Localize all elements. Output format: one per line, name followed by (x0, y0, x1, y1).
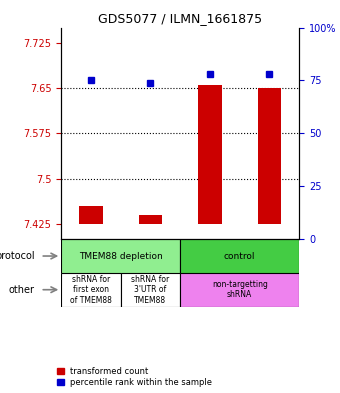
Bar (180, 239, 299, 273)
Bar (198, 85, 222, 224)
Bar (180, 273, 299, 307)
Bar (257, 88, 281, 224)
Bar (138, 215, 163, 224)
Text: shRNA for
first exon
of TMEM88: shRNA for first exon of TMEM88 (70, 275, 112, 305)
Bar (61, 273, 121, 307)
Text: protocol: protocol (0, 251, 34, 261)
Bar (121, 273, 180, 307)
Bar (79, 206, 103, 224)
Text: other: other (8, 285, 34, 295)
Title: GDS5077 / ILMN_1661875: GDS5077 / ILMN_1661875 (98, 12, 262, 25)
Legend: transformed count, percentile rank within the sample: transformed count, percentile rank withi… (55, 365, 214, 389)
Text: TMEM88 depletion: TMEM88 depletion (79, 252, 163, 261)
Text: shRNA for
3'UTR of
TMEM88: shRNA for 3'UTR of TMEM88 (131, 275, 170, 305)
Text: control: control (224, 252, 255, 261)
Text: non-targetting
shRNA: non-targetting shRNA (212, 280, 268, 299)
Bar (61, 239, 180, 273)
